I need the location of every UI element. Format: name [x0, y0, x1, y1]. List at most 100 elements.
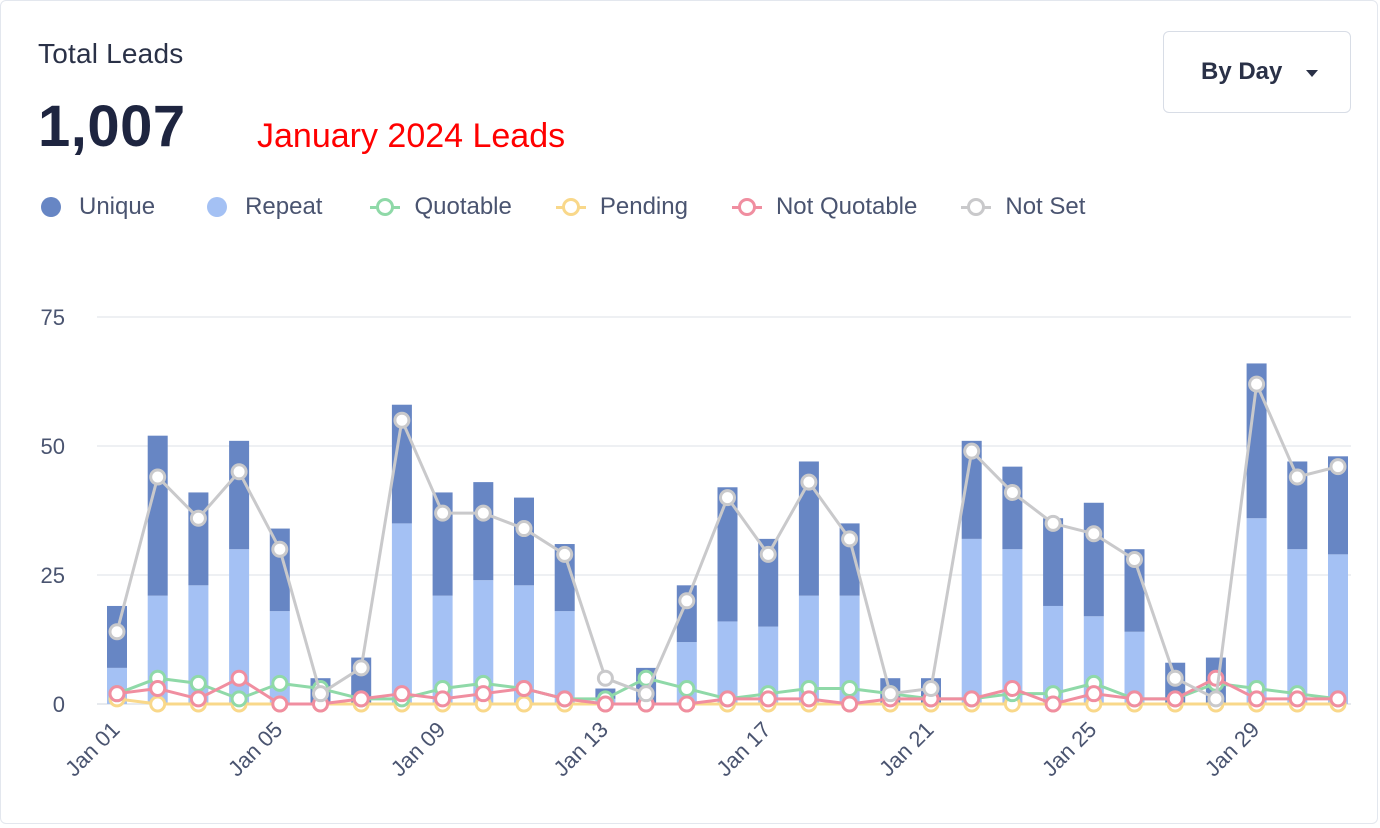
point-not-quotable — [515, 680, 533, 698]
legend-item-unique[interactable]: Unique — [41, 193, 155, 221]
legend-line-icon — [370, 197, 401, 217]
point-not-quotable — [800, 690, 818, 708]
legend-dot-icon — [41, 197, 61, 217]
x-tick-label: Jan 05 — [223, 717, 287, 781]
x-tick-label: Jan 09 — [386, 717, 450, 781]
y-tick-label: 25 — [41, 563, 65, 588]
point-not-set — [434, 504, 452, 522]
point-not-set — [596, 669, 614, 687]
legend-label: Not Set — [1005, 193, 1086, 220]
point-not-quotable — [759, 690, 777, 708]
y-tick-label: 50 — [41, 434, 65, 459]
point-not-quotable — [1248, 690, 1266, 708]
point-not-set — [719, 489, 736, 507]
bar-unique — [229, 440, 250, 550]
point-not-set — [1003, 483, 1021, 501]
legend-dot-icon — [207, 197, 228, 217]
legend-item-not-set[interactable]: Not Set — [961, 193, 1085, 221]
point-not-quotable — [352, 690, 370, 708]
point-pending — [149, 695, 167, 713]
period-dropdown-label: By Day — [1201, 58, 1283, 85]
point-not-set — [1126, 551, 1143, 569]
y-tick-label: 75 — [41, 305, 65, 330]
x-tick-label: Jan 01 — [60, 717, 124, 781]
point-not-set — [1044, 514, 1062, 532]
legend-line-icon — [731, 197, 762, 217]
bar-unique — [188, 492, 209, 586]
bar-repeat — [1287, 549, 1308, 704]
point-not-set — [800, 473, 818, 491]
bar-repeat — [1328, 554, 1348, 704]
bar-unique — [961, 440, 982, 539]
point-not-quotable — [678, 695, 696, 713]
point-not-quotable — [1166, 690, 1184, 708]
bar-repeat — [1246, 518, 1267, 704]
x-tick-label: Jan 13 — [549, 717, 613, 781]
bars — [107, 363, 1348, 704]
point-not-set — [922, 680, 940, 698]
point-not-quotable — [108, 685, 126, 703]
legend-item-repeat[interactable]: Repeat — [207, 193, 322, 221]
point-not-set — [759, 545, 777, 563]
bar-unique — [717, 487, 738, 622]
x-tick-label: Jan 21 — [874, 717, 938, 781]
legend-item-not-quotable[interactable]: Not Quotable — [731, 193, 918, 221]
bar-unique — [514, 497, 534, 586]
bar-unique — [1002, 466, 1023, 550]
legend-label: Repeat — [245, 193, 323, 220]
point-not-set — [556, 545, 574, 563]
point-not-set — [393, 411, 411, 429]
bar-unique — [473, 482, 494, 581]
chart-legend: Unique Repeat Quotable Pending Not Quota… — [41, 193, 1085, 221]
bar-repeat — [717, 621, 738, 704]
bar-repeat — [229, 549, 250, 704]
point-not-set — [312, 685, 329, 703]
bar-repeat — [514, 585, 534, 704]
point-not-set — [1207, 690, 1225, 708]
legend-item-quotable[interactable]: Quotable — [370, 193, 512, 221]
point-not-quotable — [1207, 669, 1225, 687]
legend-label: Quotable — [414, 193, 512, 220]
point-not-quotable — [841, 695, 859, 713]
point-not-quotable — [474, 685, 492, 703]
bar-repeat — [432, 595, 453, 704]
legend-line-icon — [961, 197, 992, 217]
point-not-set — [1288, 468, 1306, 486]
total-leads-value: 1,007 — [38, 94, 186, 159]
period-dropdown[interactable]: By Day — [1163, 31, 1351, 113]
bar-unique — [1328, 456, 1348, 555]
point-not-quotable — [1003, 680, 1021, 698]
bar-repeat — [839, 595, 860, 704]
chart-subtitle: January 2024 Leads — [257, 117, 566, 155]
bar-repeat — [961, 538, 982, 704]
bar-unique — [1246, 363, 1267, 519]
point-quotable — [230, 690, 248, 708]
bar-unique — [1083, 502, 1104, 617]
x-tick-label: Jan 25 — [1037, 717, 1101, 781]
point-not-quotable — [1044, 695, 1062, 713]
card-title: Total Leads — [38, 38, 184, 69]
legend-label: Unique — [79, 193, 156, 220]
point-not-quotable — [1288, 690, 1306, 708]
legend-label: Not Quotable — [775, 193, 918, 220]
bar-repeat — [391, 523, 412, 704]
point-not-set — [881, 685, 899, 703]
point-not-quotable — [1085, 685, 1103, 703]
point-not-quotable — [189, 690, 207, 708]
point-not-quotable — [556, 690, 574, 708]
point-not-quotable — [1329, 690, 1347, 708]
point-quotable — [841, 680, 859, 698]
legend-item-pending[interactable]: Pending — [555, 193, 688, 221]
bar-repeat — [1124, 631, 1145, 704]
caret-down-icon — [1306, 69, 1319, 77]
point-not-set — [108, 623, 126, 641]
y-tick-label: 0 — [53, 692, 65, 717]
point-not-set — [678, 592, 696, 610]
point-not-set — [189, 509, 207, 527]
point-not-set — [474, 504, 492, 522]
x-tick-label: Jan 17 — [711, 717, 775, 781]
point-not-set — [1329, 458, 1347, 476]
point-not-set — [271, 540, 289, 558]
